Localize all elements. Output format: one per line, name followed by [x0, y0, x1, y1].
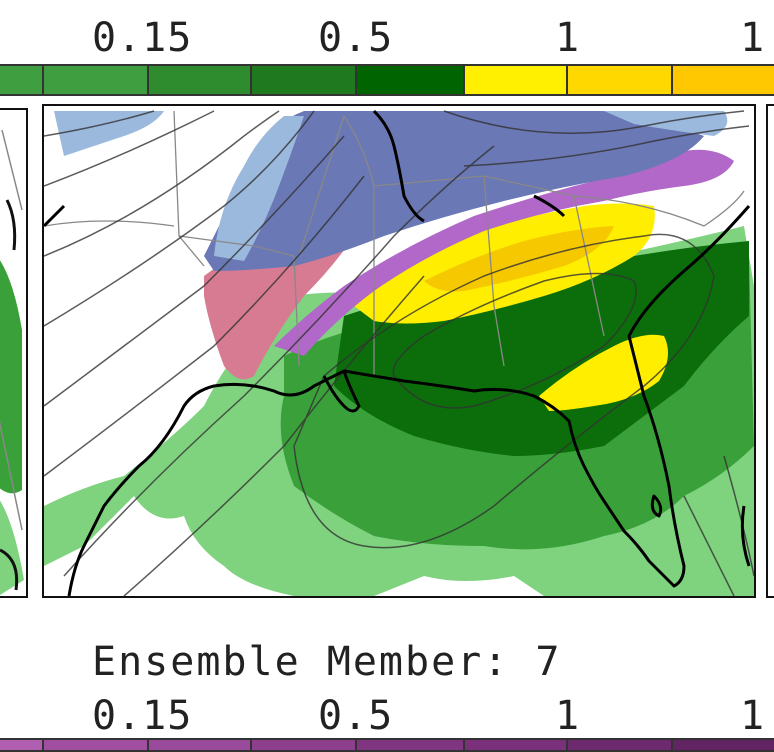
top-colorbar-cell-2 — [147, 66, 250, 94]
bottom-scale-tick-3: 1. — [740, 693, 774, 739]
bottom-scale-tick-0: 0.15 — [92, 693, 193, 739]
top-colorbar-cell-3 — [250, 66, 355, 94]
bottom-colorbar-cell-2 — [147, 740, 250, 750]
top-colorbar-cell-4 — [355, 66, 463, 94]
main-map — [44, 109, 754, 596]
top-colorbar-cell-5 — [463, 66, 566, 94]
top-colorbar — [0, 66, 774, 94]
bottom-colorbar-cell-5 — [463, 740, 566, 750]
main-map-panel — [42, 104, 756, 598]
left-neighbor-panel — [0, 108, 28, 598]
coastline — [44, 109, 751, 596]
left-neighbor-map — [0, 129, 24, 595]
ensemble-member-caption: Ensemble Member: 7 — [92, 639, 562, 685]
bottom-scale-tick-1: 0.5 — [318, 693, 394, 739]
bottom-colorbar-cell-0 — [0, 740, 42, 750]
top-colorbar-cell-0 — [0, 66, 42, 94]
slate-blue-region — [204, 111, 704, 271]
top-colorbar-cell-7 — [671, 66, 774, 94]
bottom-scale-tick-2: 1 — [555, 693, 581, 739]
bottom-colorbar-cell-3 — [250, 740, 355, 750]
bottom-colorbar-cell-4 — [355, 740, 463, 750]
right-neighbor-panel — [766, 104, 774, 598]
gold-band — [424, 226, 614, 292]
state-boundaries — [44, 110, 745, 376]
top-scale-tick-3: 1. — [740, 15, 774, 61]
top-colorbar-cell-1 — [42, 66, 147, 94]
top-scale-tick-1: 0.5 — [318, 15, 394, 61]
purple-band — [274, 149, 734, 356]
bottom-colorbar — [0, 740, 774, 750]
pressure-contours — [44, 110, 754, 596]
top-scale-tick-2: 1 — [555, 15, 581, 61]
light-blue-region — [54, 111, 164, 156]
bottom-colorbar-cell-6 — [566, 740, 671, 750]
top-colorbar-cell-6 — [566, 66, 671, 94]
top-scale-tick-0: 0.15 — [92, 15, 193, 61]
bottom-colorbar-cell-1 — [42, 740, 147, 750]
bottom-colorbar-cell-7 — [671, 740, 774, 750]
